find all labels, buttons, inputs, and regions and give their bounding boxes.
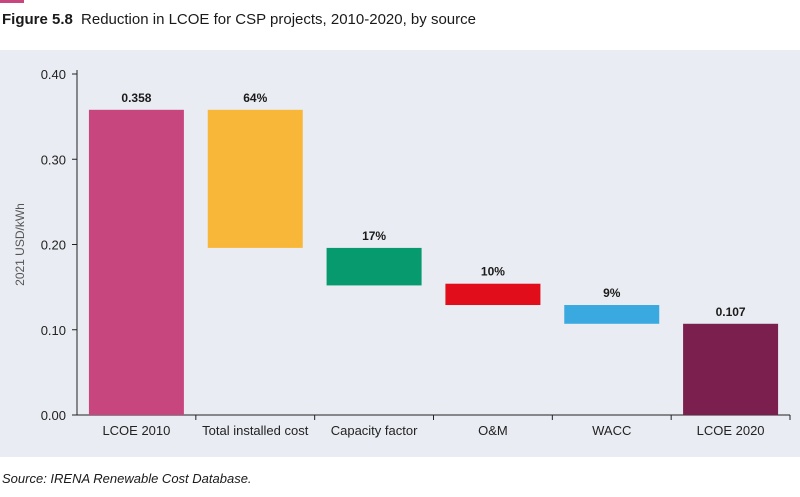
- y-tick-label: 0.40: [41, 67, 66, 82]
- y-tick-label: 0.00: [41, 408, 66, 423]
- figure-title: Figure 5.8 Reduction in LCOE for CSP pro…: [2, 11, 476, 28]
- bar-wacc: [564, 305, 660, 324]
- x-tick-label: Capacity factor: [331, 423, 418, 438]
- data-label: 0.358: [121, 91, 151, 105]
- waterfall-chart: 0.00 0.10 0.20 0.30 0.40 2021 USD/kWh 0.358 LCO…: [13, 67, 791, 438]
- bar-total-installed-cost: [207, 109, 303, 248]
- chart-panel: 0.00 0.10 0.20 0.30 0.40 2021 USD/kWh 0.358 LCO…: [0, 50, 800, 457]
- data-label: 0.107: [716, 305, 746, 319]
- x-tick-label: Total installed cost: [202, 423, 309, 438]
- y-axis-title: 2021 USD/kWh: [13, 203, 27, 286]
- x-tick-label: LCOE 2020: [697, 423, 765, 438]
- header-accent-bar: [0, 0, 24, 3]
- figure-number: Figure 5.8: [2, 11, 73, 28]
- data-label: 64%: [243, 91, 267, 105]
- bar-capacity-factor: [326, 247, 422, 286]
- bar-lcoe-2020: [683, 323, 779, 415]
- x-tick-label: LCOE 2010: [102, 423, 170, 438]
- bar-o-m: [445, 283, 541, 306]
- x-tick-label: WACC: [592, 423, 631, 438]
- figure-title-text: Reduction in LCOE for CSP projects, 2010…: [81, 11, 476, 28]
- bar-lcoe-2010: [88, 109, 184, 416]
- data-label: 9%: [603, 286, 621, 300]
- data-label: 17%: [362, 229, 386, 243]
- source-note: Source: IRENA Renewable Cost Database.: [2, 471, 252, 486]
- y-tick-label: 0.10: [41, 323, 66, 338]
- data-label: 10%: [481, 265, 505, 279]
- y-tick-label: 0.30: [41, 152, 66, 167]
- y-tick-label: 0.20: [41, 238, 66, 253]
- x-tick-label: O&M: [478, 423, 508, 438]
